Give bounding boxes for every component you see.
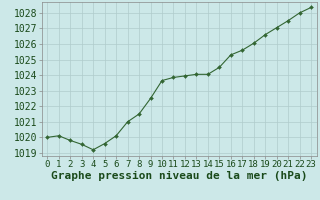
- X-axis label: Graphe pression niveau de la mer (hPa): Graphe pression niveau de la mer (hPa): [51, 171, 308, 181]
